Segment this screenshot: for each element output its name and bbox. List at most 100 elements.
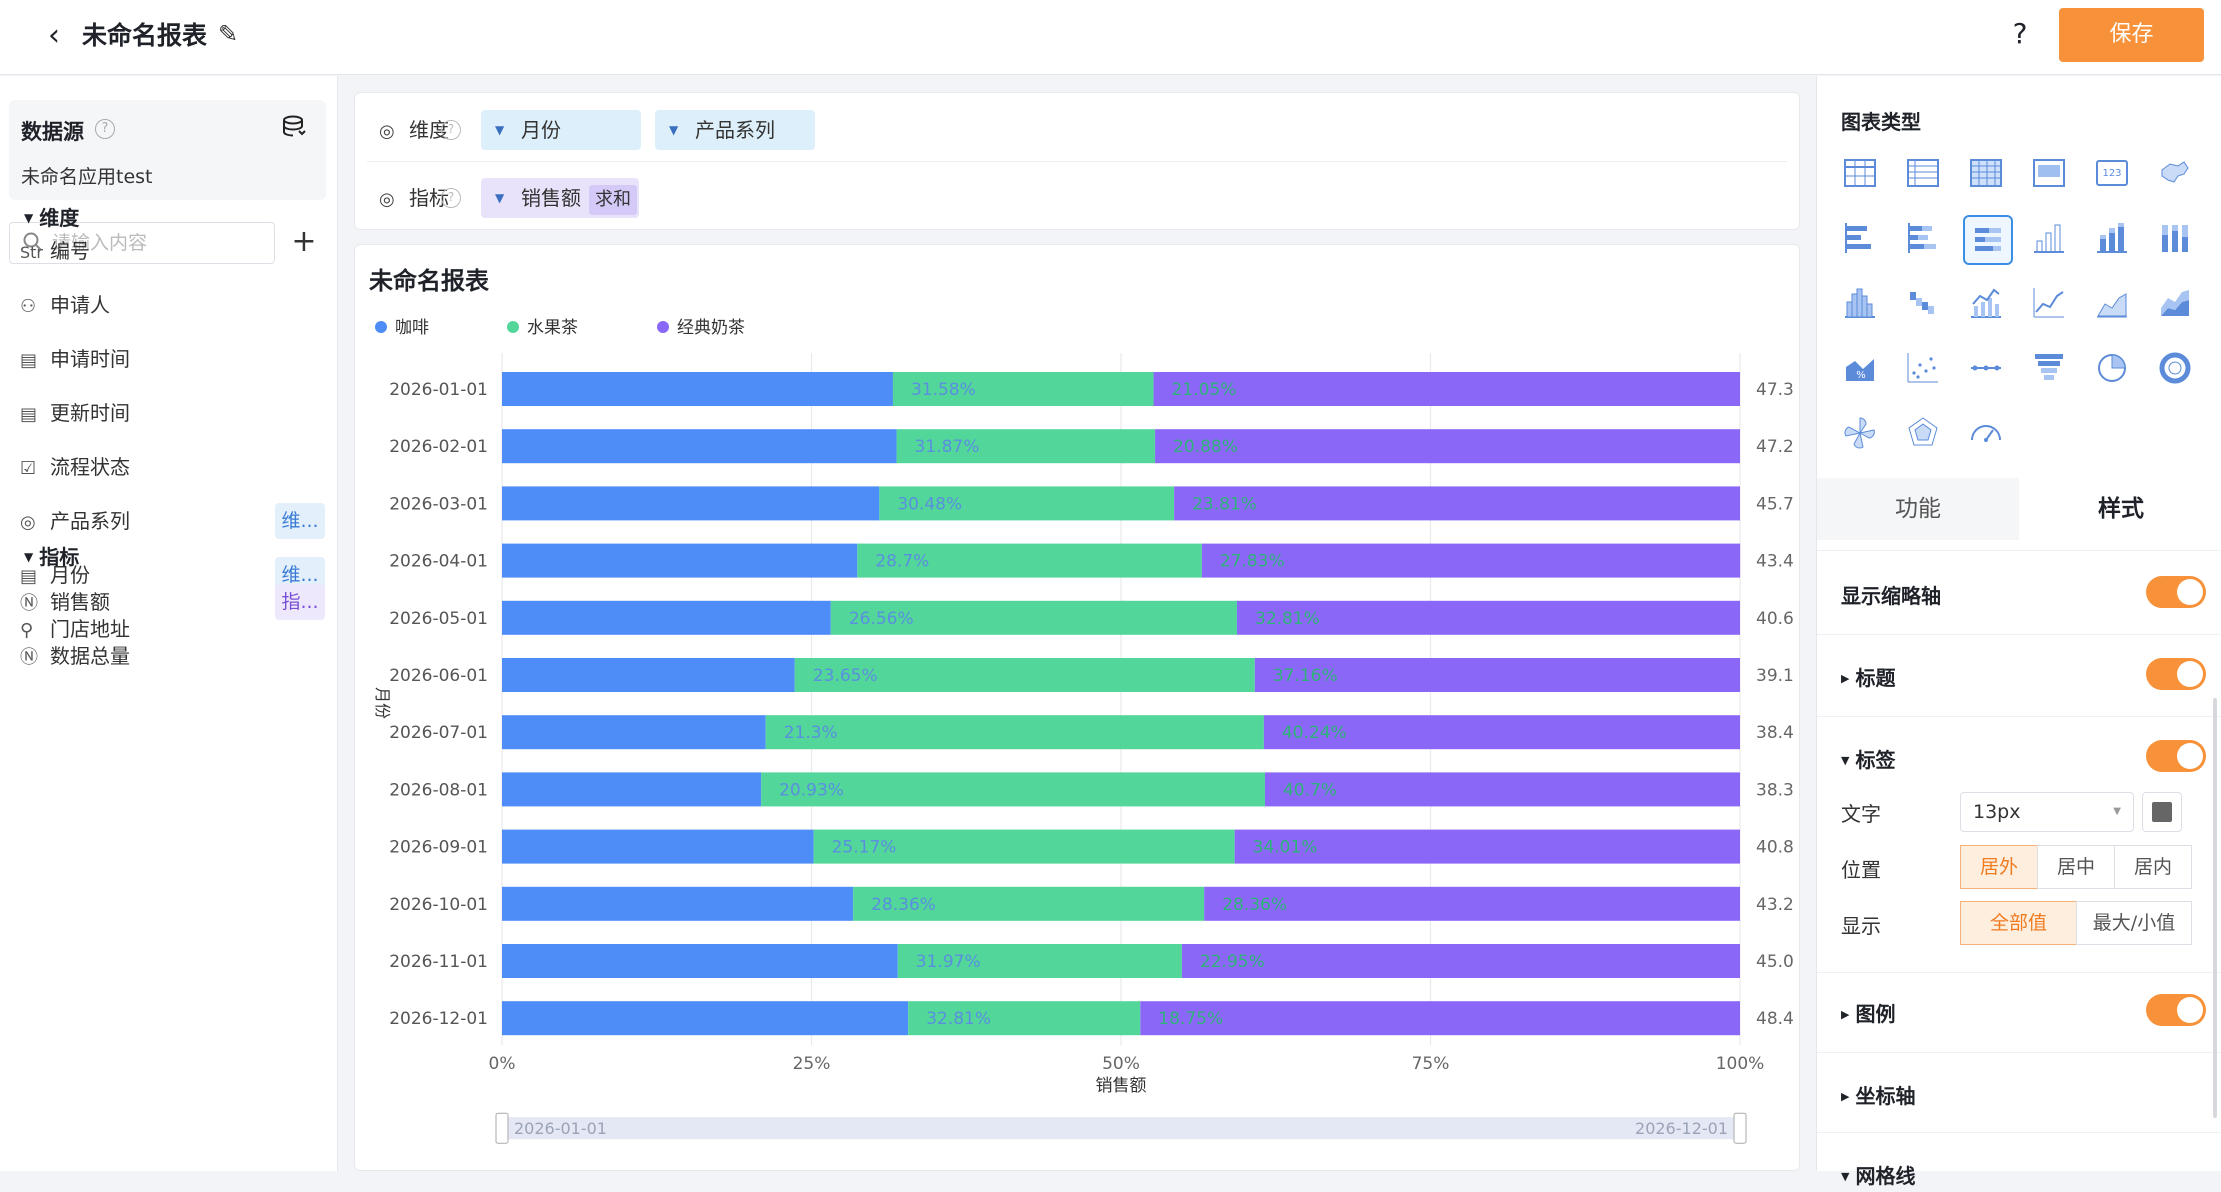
bar-horizontal-icon[interactable] <box>1837 215 1887 265</box>
column-stacked-icon[interactable] <box>2089 215 2139 265</box>
help-icon[interactable]: ? <box>95 119 115 139</box>
map-icon[interactable] <box>2152 150 2202 200</box>
edit-icon[interactable]: ✎ <box>218 20 239 48</box>
area-stacked-icon[interactable] <box>2152 280 2202 330</box>
scatter-icon[interactable] <box>1900 345 1950 395</box>
label-toggle[interactable] <box>2146 740 2206 772</box>
waterfall-icon[interactable] <box>1900 280 1950 330</box>
sidebar-item-label: 流程状态 <box>50 455 130 479</box>
funnel-icon[interactable] <box>2026 345 2076 395</box>
dimension-chip-product[interactable]: ▼ 产品系列 <box>655 110 815 150</box>
bar-segment <box>761 772 1265 807</box>
axis-section[interactable]: ▶ 坐标轴 <box>1841 1080 1915 1109</box>
zoom-handle-right[interactable] <box>1733 1112 1747 1144</box>
area-icon[interactable] <box>2089 280 2139 330</box>
title-toggle[interactable] <box>2146 658 2206 690</box>
grid-section[interactable]: ▼ 网格线 <box>1841 1160 1915 1189</box>
legend-item[interactable]: 咖啡 <box>375 313 429 338</box>
rose-icon[interactable] <box>1837 410 1887 460</box>
x-tick-label: 25% <box>793 1054 831 1074</box>
help-icon[interactable]: ? <box>2012 17 2028 50</box>
legend-section[interactable]: ▶ 图例 <box>1841 998 1895 1027</box>
sidebar-item-dimension[interactable]: ⚲ 门店地址 <box>20 608 325 650</box>
legend-toggle[interactable] <box>2146 994 2206 1026</box>
scrollbar[interactable] <box>2213 698 2217 1118</box>
datasource-card: 数据源 ? 未命名应用test <box>9 100 326 200</box>
zoom-handle-left[interactable] <box>495 1112 509 1144</box>
help-icon[interactable]: ? <box>441 188 461 208</box>
dimension-section[interactable]: ▼ 维度 <box>24 202 79 231</box>
sidebar-item-dimension[interactable]: ▤ 更新时间 <box>20 392 325 434</box>
label-color-picker[interactable] <box>2142 792 2182 832</box>
bar-segment <box>1153 372 1740 406</box>
display-all[interactable]: 全部值 <box>1960 901 2077 945</box>
help-icon[interactable]: ? <box>441 120 461 140</box>
area-percent-icon[interactable]: % <box>1837 345 1887 395</box>
data-label: 26.56% <box>849 609 914 629</box>
column-icon[interactable] <box>2026 215 2076 265</box>
detail-table-icon[interactable] <box>1900 150 1950 200</box>
title-section[interactable]: ▶ 标题 <box>1841 662 1895 691</box>
dot-line-icon[interactable] <box>1963 345 2013 395</box>
sidebar-item-dimension[interactable]: ▤ 月份 维... <box>20 554 325 596</box>
donut-icon[interactable] <box>2152 345 2202 395</box>
app-name: 未命名应用test <box>21 166 153 188</box>
combo-icon[interactable] <box>1963 280 2013 330</box>
pivot-table-icon[interactable] <box>1963 150 2013 200</box>
string-type-icon: Str <box>20 243 44 262</box>
gauge-icon[interactable] <box>1963 410 2013 460</box>
bar-segment <box>765 715 1264 750</box>
measure-chip-sales[interactable]: ▼ 销售额 求和 <box>481 178 639 218</box>
caret-down-icon: ▼ <box>669 123 679 137</box>
crosstab-icon[interactable] <box>2026 150 2076 200</box>
search-input[interactable] <box>52 229 262 257</box>
data-label: 40.6 <box>1756 609 1794 629</box>
legend-item[interactable]: 经典奶茶 <box>657 313 745 338</box>
measure-section[interactable]: ▼ 指标 <box>24 541 79 570</box>
sidebar-item-measure[interactable]: Ⓝ 数据总量 <box>20 635 325 677</box>
label-section[interactable]: ▼ 标签 <box>1841 744 1895 773</box>
legend-item[interactable]: 水果茶 <box>507 313 578 338</box>
y-tick-label: 2026-06-01 <box>389 666 488 686</box>
kpi-card-icon[interactable]: 123 <box>2089 150 2139 200</box>
zoom-axis-toggle[interactable] <box>2146 576 2206 608</box>
position-outside[interactable]: 居外 <box>1960 845 2038 889</box>
bar-segment <box>1174 486 1740 521</box>
save-button[interactable]: 保存 <box>2059 8 2204 62</box>
bar-segment <box>830 600 1238 635</box>
data-label: 39.1 <box>1756 666 1794 686</box>
pie-icon[interactable] <box>2089 345 2139 395</box>
bar-segment <box>1181 944 1740 978</box>
histogram-icon[interactable] <box>1837 280 1887 330</box>
sidebar-item-label: 产品系列 <box>50 509 130 533</box>
sidebar-item-measure[interactable]: Ⓝ 销售额 指... <box>20 581 325 623</box>
datasource-title: 数据源 <box>21 120 84 144</box>
divider <box>1817 550 2221 551</box>
back-icon[interactable]: ‹ <box>48 18 60 53</box>
x-tick-label: 0% <box>489 1054 516 1074</box>
database-icon[interactable] <box>281 114 309 142</box>
bar-percent-icon[interactable] <box>1963 215 2013 265</box>
dimension-section-label: 维度 <box>39 206 80 230</box>
tab-style[interactable]: 样式 <box>2020 478 2221 540</box>
position-inside[interactable]: 居内 <box>2114 845 2192 889</box>
sidebar-item-dimension[interactable]: ▤ 申请时间 <box>20 338 325 380</box>
bar-segment <box>1254 658 1740 692</box>
field-config-panel: ◎ 维度 ? ▼ 月份 ▼ 产品系列 ◎ 指标 ? ▼ 销售额 求和 <box>354 92 1800 230</box>
font-size-select[interactable]: 13px ▼ <box>1960 792 2134 832</box>
table-icon[interactable] <box>1837 150 1887 200</box>
line-icon[interactable] <box>2026 280 2076 330</box>
tab-function[interactable]: 功能 <box>1817 478 2019 540</box>
sidebar-item-dimension[interactable]: Str 编号 <box>20 230 325 272</box>
sidebar-item-dimension[interactable]: ◎ 产品系列 维... <box>20 500 325 542</box>
column-percent-icon[interactable] <box>2152 215 2202 265</box>
position-center[interactable]: 居中 <box>2037 845 2115 889</box>
radar-icon[interactable] <box>1900 410 1950 460</box>
bar-stacked-icon[interactable] <box>1900 215 1950 265</box>
data-label: 21.05% <box>1172 380 1237 400</box>
add-field-button[interactable]: + <box>291 224 317 259</box>
sidebar-item-dimension[interactable]: ☑ 流程状态 <box>20 446 325 488</box>
sidebar-item-dimension[interactable]: ⚇ 申请人 <box>20 284 325 326</box>
display-minmax[interactable]: 最大/小值 <box>2076 901 2192 945</box>
dimension-chip-month[interactable]: ▼ 月份 <box>481 110 641 150</box>
